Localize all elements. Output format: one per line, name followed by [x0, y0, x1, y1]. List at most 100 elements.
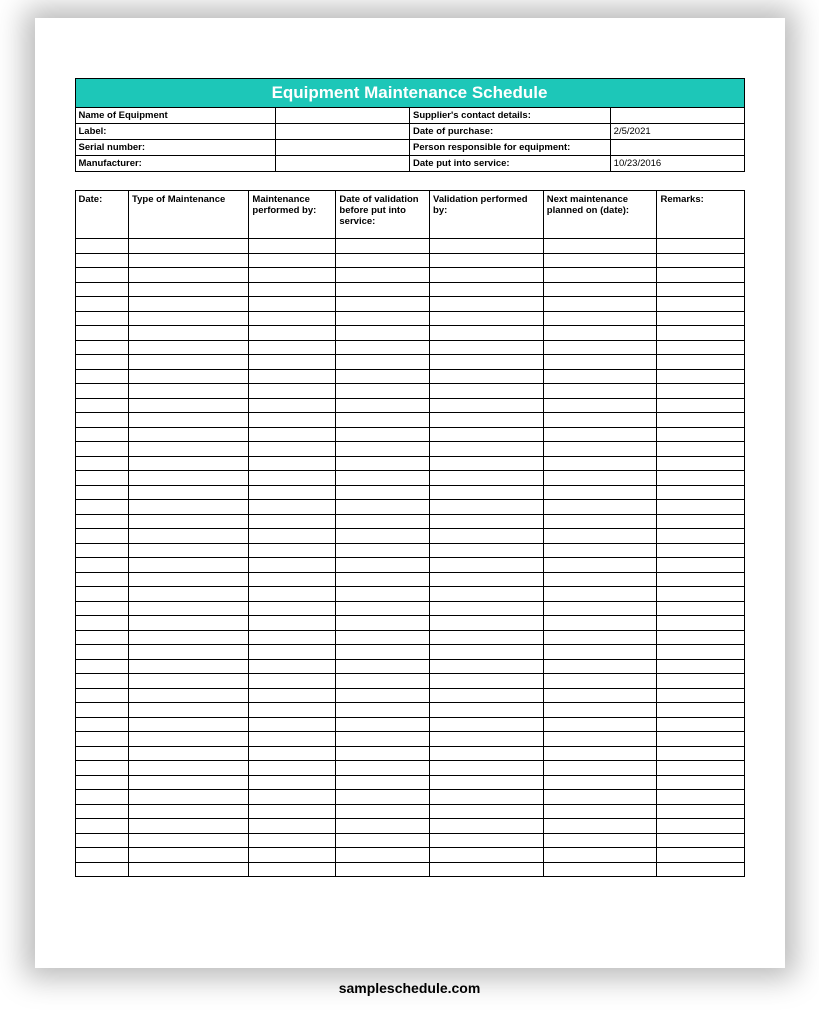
table-cell: [336, 239, 430, 254]
info-label-left: Serial number:: [75, 140, 276, 156]
table-cell: [336, 717, 430, 732]
table-cell: [430, 659, 544, 674]
table-cell: [543, 688, 657, 703]
table-cell: [336, 703, 430, 718]
table-cell: [75, 514, 129, 529]
table-cell: [129, 471, 249, 486]
table-row: [75, 790, 744, 805]
table-row: [75, 398, 744, 413]
table-row: [75, 413, 744, 428]
table-cell: [657, 311, 744, 326]
table-cell: [336, 442, 430, 457]
table-cell: [249, 688, 336, 703]
table-cell: [129, 485, 249, 500]
table-cell: [75, 500, 129, 515]
table-cell: [336, 297, 430, 312]
table-cell: [249, 862, 336, 877]
info-label-right: Supplier's contact details:: [409, 108, 610, 124]
table-cell: [657, 253, 744, 268]
info-row: Manufacturer:Date put into service:10/23…: [75, 156, 744, 172]
table-cell: [249, 398, 336, 413]
table-row: [75, 500, 744, 515]
table-cell: [657, 500, 744, 515]
table-cell: [657, 326, 744, 341]
table-row: [75, 688, 744, 703]
table-cell: [249, 543, 336, 558]
table-cell: [543, 413, 657, 428]
info-table: Name of EquipmentSupplier's contact deta…: [75, 108, 745, 172]
table-row: [75, 442, 744, 457]
table-row: [75, 253, 744, 268]
table-cell: [543, 384, 657, 399]
table-cell: [249, 514, 336, 529]
table-cell: [249, 529, 336, 544]
table-cell: [249, 485, 336, 500]
table-cell: [657, 572, 744, 587]
table-cell: [543, 297, 657, 312]
table-cell: [430, 572, 544, 587]
table-cell: [657, 268, 744, 283]
table-row: [75, 297, 744, 312]
document-page: Equipment Maintenance Schedule Name of E…: [35, 18, 785, 968]
title-text: Equipment Maintenance Schedule: [272, 83, 548, 102]
table-cell: [543, 732, 657, 747]
table-row: [75, 282, 744, 297]
table-cell: [75, 340, 129, 355]
table-cell: [75, 239, 129, 254]
table-row: [75, 384, 744, 399]
table-cell: [75, 253, 129, 268]
info-label-right: Date put into service:: [409, 156, 610, 172]
table-cell: [249, 804, 336, 819]
table-cell: [249, 558, 336, 573]
table-cell: [249, 616, 336, 631]
table-cell: [75, 529, 129, 544]
spacer: [75, 172, 745, 190]
table-cell: [249, 819, 336, 834]
table-cell: [543, 456, 657, 471]
table-cell: [249, 413, 336, 428]
table-cell: [543, 442, 657, 457]
table-cell: [336, 572, 430, 587]
table-cell: [129, 500, 249, 515]
table-cell: [129, 848, 249, 863]
table-cell: [336, 384, 430, 399]
table-cell: [75, 268, 129, 283]
table-cell: [543, 340, 657, 355]
table-cell: [543, 601, 657, 616]
table-cell: [336, 688, 430, 703]
table-cell: [129, 616, 249, 631]
table-row: [75, 804, 744, 819]
table-cell: [657, 384, 744, 399]
table-cell: [249, 645, 336, 660]
table-cell: [75, 674, 129, 689]
table-cell: [336, 471, 430, 486]
table-row: [75, 630, 744, 645]
table-cell: [129, 775, 249, 790]
table-row: [75, 471, 744, 486]
table-cell: [430, 645, 544, 660]
table-cell: [657, 369, 744, 384]
table-cell: [336, 268, 430, 283]
table-cell: [543, 790, 657, 805]
table-cell: [430, 340, 544, 355]
table-cell: [430, 630, 544, 645]
table-cell: [430, 717, 544, 732]
table-cell: [336, 311, 430, 326]
table-cell: [657, 732, 744, 747]
table-cell: [336, 326, 430, 341]
table-row: [75, 543, 744, 558]
table-cell: [657, 427, 744, 442]
table-row: [75, 369, 744, 384]
table-cell: [75, 601, 129, 616]
table-cell: [336, 427, 430, 442]
table-cell: [430, 804, 544, 819]
table-row: [75, 427, 744, 442]
table-cell: [249, 355, 336, 370]
table-cell: [430, 674, 544, 689]
table-cell: [129, 732, 249, 747]
table-cell: [249, 311, 336, 326]
table-cell: [336, 456, 430, 471]
table-cell: [543, 253, 657, 268]
table-cell: [657, 630, 744, 645]
table-cell: [543, 355, 657, 370]
